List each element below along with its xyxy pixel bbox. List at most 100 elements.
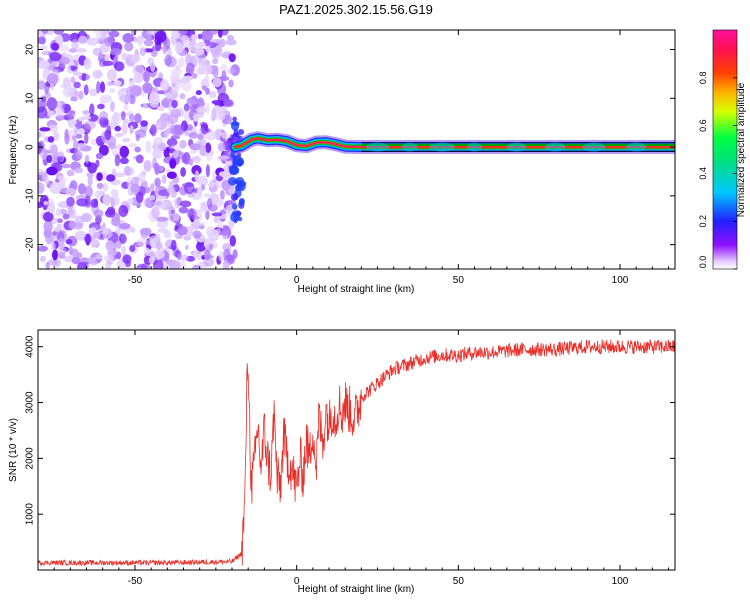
noise-blob [90, 198, 99, 208]
noise-blob [136, 263, 148, 269]
noise-blob [171, 75, 178, 85]
noise-blob [43, 200, 48, 206]
snr-x-label: Height of straight line (km) [298, 584, 415, 595]
noise-blob [76, 48, 87, 53]
noise-blob [134, 146, 141, 153]
noise-blob [129, 245, 136, 252]
noise-blob [93, 232, 101, 238]
noise-blob [78, 90, 84, 100]
noise-blob [65, 239, 73, 245]
noise-blob [130, 85, 142, 97]
noise-blob [212, 58, 219, 65]
x-tick-label: 50 [453, 275, 465, 286]
noise-blob [143, 197, 153, 208]
noise-blob [176, 253, 182, 261]
y-tick-label: -20 [25, 237, 36, 252]
noise-blob [44, 233, 55, 244]
noise-blob [169, 158, 177, 169]
snr-y-ticks: 1000 2000 3000 4000 [25, 335, 675, 525]
noise-blob [208, 229, 220, 242]
noise-blob [232, 116, 237, 122]
noise-blob [92, 239, 99, 247]
noise-blob [49, 51, 62, 62]
noise-blob [228, 53, 236, 63]
colorbar-label: Normalized spectral amplitude [736, 82, 747, 217]
noise-blob [123, 104, 129, 111]
noise-blob [95, 32, 105, 41]
noise-blob [103, 254, 114, 262]
noise-blob [150, 183, 155, 192]
noise-blob [158, 166, 164, 172]
noise-blob [122, 137, 131, 143]
noise-blob [149, 200, 162, 206]
spectrogram-x-label: Height of straight line (km) [298, 284, 415, 295]
noise-blob [200, 123, 209, 135]
noise-blob [58, 56, 71, 65]
noise-blob [88, 257, 97, 262]
noise-blob [97, 103, 105, 110]
noise-blob [88, 227, 97, 234]
noise-blob [194, 221, 206, 226]
noise-blob [181, 81, 192, 92]
noise-blob [48, 68, 59, 74]
noise-blob [98, 144, 109, 156]
noise-blob [38, 168, 45, 176]
noise-blob [172, 150, 180, 159]
noise-blob [82, 110, 91, 115]
noise-blob [54, 178, 60, 183]
snr-frame [37, 329, 676, 571]
noise-blob [145, 140, 152, 154]
noise-blob [121, 122, 128, 135]
noise-blob [127, 176, 132, 189]
noise-blob [110, 48, 122, 56]
noise-blob [52, 249, 58, 261]
figure-title: PAZ1.2025.302.15.56.G19 [279, 2, 433, 17]
noise-blob [124, 42, 134, 52]
noise-blob [222, 259, 230, 269]
noise-blob [178, 30, 188, 35]
noise-blob [67, 66, 72, 74]
noise-blob [57, 247, 67, 256]
noise-blob [118, 233, 127, 244]
noise-blob [211, 212, 223, 217]
signal-blob [625, 142, 647, 152]
noise-blob [105, 240, 114, 252]
noise-blob [114, 172, 126, 178]
noise-blob [72, 71, 84, 77]
noise-blob [150, 124, 157, 137]
noise-blob [140, 120, 149, 127]
noise-blob [96, 81, 101, 94]
noise-blob [179, 200, 192, 208]
noise-blob [183, 103, 190, 112]
noise-blob [106, 206, 116, 216]
noise-blob [70, 76, 76, 84]
noise-blob [188, 132, 199, 139]
signal-blob [506, 142, 527, 152]
noise-blob [56, 218, 64, 223]
y-tick-label: 3000 [25, 391, 36, 414]
spectrogram-y-label: Frequency (Hz) [8, 116, 19, 185]
noise-blob [84, 261, 89, 269]
noise-blob [114, 154, 121, 167]
noise-blob [128, 143, 137, 148]
noise-blob [235, 177, 244, 184]
noise-blob [47, 73, 59, 86]
snr-x-ticks: -50 0 50 100 [53, 330, 670, 587]
spectrogram-y-ticks: -20 -10 0 10 20 [25, 44, 675, 252]
noise-blob [148, 256, 155, 264]
noise-blob [74, 167, 84, 174]
noise-blob [149, 195, 156, 201]
noise-blob [221, 131, 228, 139]
noise-blob [106, 249, 118, 256]
noise-blob [51, 42, 60, 51]
noise-blob [56, 223, 61, 232]
noise-blob [166, 93, 172, 100]
noise-blob [205, 103, 210, 114]
signal-blob [401, 142, 418, 152]
noise-blob [205, 142, 212, 153]
noise-blob [41, 96, 47, 103]
noise-blob [43, 211, 54, 222]
colorbar-gradient [712, 29, 738, 270]
noise-blob [136, 237, 149, 247]
